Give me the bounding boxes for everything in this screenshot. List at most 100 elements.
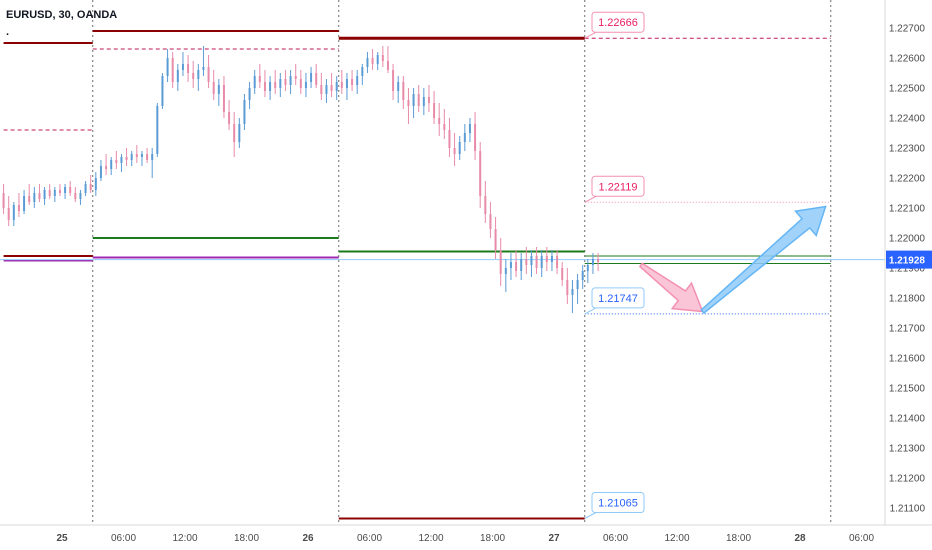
candle-body bbox=[243, 100, 246, 124]
candle-body bbox=[79, 193, 82, 199]
candle-body bbox=[197, 70, 200, 79]
candle-body bbox=[258, 76, 261, 82]
current-price-text: 1.21928 bbox=[889, 256, 926, 267]
time-tick-label: 06:00 bbox=[357, 533, 382, 544]
candle-body bbox=[550, 256, 553, 262]
candle-body bbox=[325, 85, 328, 94]
candle-body bbox=[556, 256, 559, 268]
candle-body bbox=[479, 151, 482, 196]
candle-body bbox=[438, 118, 441, 124]
candle-body bbox=[597, 259, 600, 262]
time-tick-label: 28 bbox=[794, 533, 806, 544]
candle-body bbox=[376, 55, 379, 64]
candle-body bbox=[586, 265, 589, 271]
candle-body bbox=[571, 289, 574, 295]
time-tick-label: 18:00 bbox=[480, 533, 505, 544]
candle-body bbox=[315, 73, 318, 85]
price-tick-label: 1.21600 bbox=[889, 354, 926, 365]
candle-body bbox=[140, 154, 143, 157]
candles bbox=[2, 46, 600, 313]
price-callout-box bbox=[591, 175, 645, 197]
candle-body bbox=[591, 259, 594, 265]
candle-body bbox=[381, 55, 384, 61]
candle-body bbox=[509, 262, 512, 268]
candle-body bbox=[345, 79, 348, 88]
candle-body bbox=[207, 67, 210, 82]
candle-body bbox=[366, 58, 369, 67]
candle-body bbox=[361, 67, 364, 76]
candle-body bbox=[407, 100, 410, 106]
candle-body bbox=[489, 214, 492, 229]
price-tick-label: 1.21800 bbox=[889, 294, 926, 305]
candle-body bbox=[99, 166, 102, 178]
candle-body bbox=[371, 58, 374, 64]
candle-body bbox=[89, 184, 92, 190]
candle-body bbox=[120, 157, 123, 163]
candle-body bbox=[115, 160, 118, 163]
time-tick-label: 12:00 bbox=[172, 533, 197, 544]
price-callout-box bbox=[591, 287, 645, 309]
price-labels: 1.22666 1.22119 1.21747 1.21065 bbox=[584, 11, 645, 519]
candle-body bbox=[171, 58, 174, 82]
price-tick-label: 1.22200 bbox=[889, 174, 926, 185]
candle-body bbox=[581, 271, 584, 280]
candle-body bbox=[412, 94, 415, 106]
candle-body bbox=[12, 205, 15, 220]
time-tick-label: 18:00 bbox=[234, 533, 259, 544]
price-tick-label: 1.22700 bbox=[889, 24, 926, 35]
candle-body bbox=[84, 184, 87, 193]
candle-body bbox=[576, 280, 579, 289]
candle-body bbox=[248, 88, 251, 100]
candle-body bbox=[7, 208, 10, 220]
candle-body bbox=[453, 148, 456, 154]
candle-body bbox=[433, 103, 436, 118]
candle-body bbox=[458, 142, 461, 154]
candle-body bbox=[263, 82, 266, 91]
candle-body bbox=[28, 196, 31, 202]
candle-body bbox=[33, 193, 36, 202]
time-tick-label: 06:00 bbox=[111, 533, 136, 544]
candle-body bbox=[530, 256, 533, 265]
candle-body bbox=[23, 196, 26, 211]
candle-body bbox=[228, 112, 231, 124]
candle-body bbox=[540, 256, 543, 268]
time-tick-label: 06:00 bbox=[603, 533, 628, 544]
candle-body bbox=[463, 133, 466, 142]
candle-body bbox=[279, 79, 282, 88]
pink-down-arrow bbox=[638, 262, 704, 313]
candle-body bbox=[320, 85, 323, 94]
level-lines bbox=[0, 30, 885, 520]
price-tick-label: 1.21100 bbox=[890, 504, 926, 515]
price-tick-label: 1.22500 bbox=[889, 84, 926, 95]
candle-body bbox=[269, 82, 272, 91]
price-tick-label: 1.22000 bbox=[889, 234, 926, 245]
candle-body bbox=[233, 124, 236, 142]
candle-body bbox=[397, 82, 400, 91]
candle-body bbox=[187, 64, 190, 73]
price-callout-box bbox=[591, 11, 645, 33]
candle-body bbox=[58, 190, 61, 193]
price-tick-label: 1.22400 bbox=[889, 114, 926, 125]
candle-body bbox=[110, 160, 113, 169]
symbol-title: EURUSD, 30, OANDA bbox=[6, 9, 117, 21]
candle-body bbox=[402, 82, 405, 100]
blue-up-arrow bbox=[700, 205, 827, 315]
candle-body bbox=[545, 256, 548, 262]
price-tick-label: 1.21200 bbox=[889, 474, 926, 485]
time-tick-label: 27 bbox=[548, 533, 560, 544]
candle-body bbox=[238, 124, 241, 142]
candle-body bbox=[125, 157, 128, 160]
price-axis[interactable]: 1.22700 1.22600 1.22500 1.22400 1.22300 1.222… bbox=[884, 0, 932, 525]
candle-body bbox=[192, 73, 195, 79]
time-tick-label: 12:00 bbox=[418, 533, 443, 544]
candle-body bbox=[181, 64, 184, 70]
time-axis[interactable]: 25 06:00 12:00 18:00 26 06:00 12:00 18:00 27 06:0… bbox=[0, 524, 932, 544]
candle-body bbox=[392, 70, 395, 91]
candle-body bbox=[561, 268, 564, 280]
candle-body bbox=[535, 256, 538, 268]
price-callout-text: 1.22119 bbox=[599, 181, 638, 193]
candle-body bbox=[443, 124, 446, 130]
candle-body bbox=[176, 70, 179, 82]
candle-body bbox=[130, 154, 133, 160]
